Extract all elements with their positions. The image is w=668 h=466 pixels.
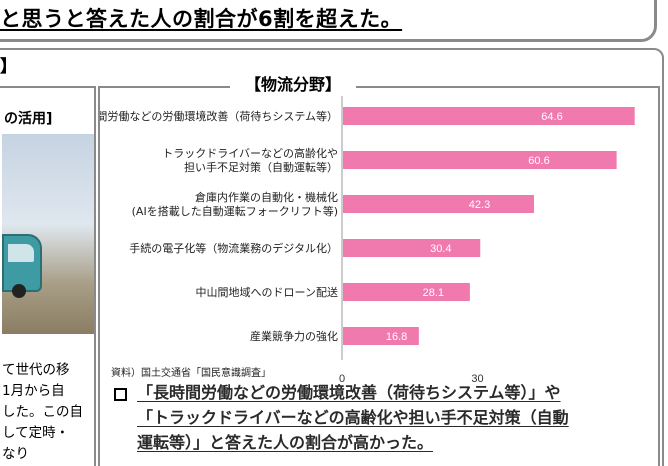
category-label: 長時間労働などの労働環境改善（荷待ちシステム等） bbox=[100, 109, 338, 123]
bar bbox=[343, 327, 419, 345]
data-label: 28.1 bbox=[423, 287, 444, 299]
category-label: 産業競争力の強化 bbox=[250, 329, 338, 343]
bar bbox=[343, 195, 534, 213]
bus-window bbox=[8, 244, 34, 262]
left-panel-text: て世代の移 1月から自 した。この自 して定時・ なり bbox=[2, 360, 94, 465]
logistics-bar-chart: 64.6 長時間労働などの労働環境改善（荷待ちシステム等） 60.6 トラックドライバ… bbox=[100, 96, 635, 385]
data-label: 42.3 bbox=[469, 199, 490, 211]
left-text-line: 1月から自 bbox=[2, 383, 65, 399]
bar bbox=[343, 107, 635, 125]
bullet-text: 「長時間労働などの労働環境改善（荷待ちシステム等）」や 「トラックドライバーなど… bbox=[137, 380, 657, 455]
x-tick-label: 30 bbox=[471, 373, 483, 385]
bullet-line: 「長時間労働などの労働環境改善（荷待ちシステム等）」や bbox=[137, 383, 561, 402]
category-label: 手続の電子化等（物流業務のデジタル化） bbox=[129, 241, 338, 255]
category-label: トラックドライバーなどの高齢化や bbox=[162, 146, 338, 160]
bullet-line: 「トラックドライバーなどの高齢化や担い手不足対策（自動 bbox=[137, 408, 569, 427]
data-label: 64.6 bbox=[541, 111, 562, 123]
x-tick-label: 0 bbox=[339, 373, 345, 385]
bus-icon bbox=[2, 234, 42, 298]
category-label: 中山間地域へのドローン配送 bbox=[196, 285, 338, 299]
data-label: 30.4 bbox=[430, 243, 451, 255]
bar bbox=[343, 283, 470, 301]
source-note: 資料）国土交通省「国民意識調査」 bbox=[111, 368, 271, 379]
data-label: 16.8 bbox=[386, 331, 407, 343]
chart-panel bbox=[98, 86, 660, 466]
summary-banner bbox=[0, 0, 657, 42]
bullet-square-icon bbox=[114, 388, 127, 401]
left-text-line: なり bbox=[2, 446, 29, 462]
data-label: 60.6 bbox=[528, 155, 549, 167]
bus-wheel bbox=[12, 284, 26, 298]
left-section-heading: 】 bbox=[0, 57, 17, 77]
left-text-line: して定時・ bbox=[2, 425, 70, 441]
left-panel-caption: の活用] bbox=[4, 111, 53, 127]
category-label: 倉庫内作業の自動化・機械化 bbox=[195, 190, 338, 204]
left-text-line: した。この自 bbox=[2, 404, 83, 420]
category-label: 担い手不足対策（自動運転等） bbox=[184, 160, 338, 174]
autonomous-bus-photo bbox=[2, 134, 94, 334]
category-label: (AIを搭載した自動運転フォークリフト等) bbox=[132, 204, 338, 218]
bullet-line: 運転等）」と答えた人の割合が高かった。 bbox=[137, 433, 434, 452]
left-panel: の活用] て世代の移 1月から自 した。この自 して定時・ なり bbox=[0, 86, 96, 466]
left-text-line: て世代の移 bbox=[2, 362, 70, 378]
summary-banner-text: と思うと答えた人の割合が6割を超えた。 bbox=[0, 7, 403, 31]
chart-title: 【物流分野】 bbox=[230, 72, 356, 98]
bar bbox=[343, 151, 617, 169]
bar bbox=[343, 239, 481, 257]
